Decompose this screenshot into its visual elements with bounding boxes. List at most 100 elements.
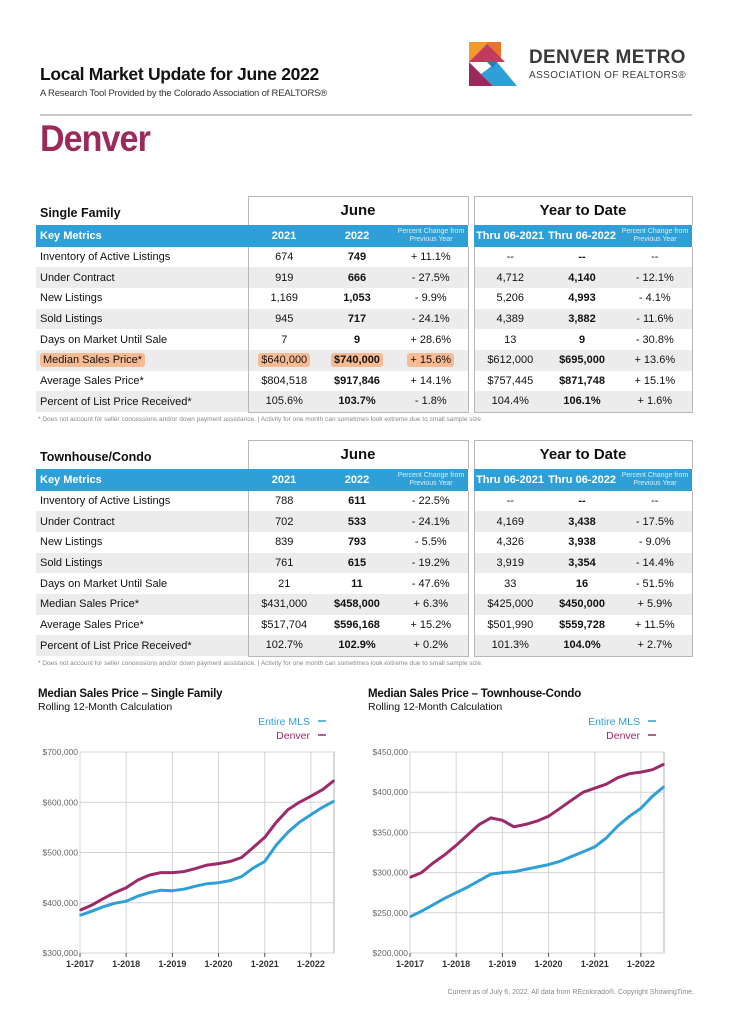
highlighted-value: Median Sales Price* [40, 353, 146, 368]
metric-value: + 2.7% [618, 635, 693, 657]
metric-label: Inventory of Active Listings [40, 250, 171, 263]
chart-townhouse: Median Sales Price – Townhouse-Condo Rol… [368, 688, 668, 978]
series-point [513, 825, 515, 828]
series-point [287, 831, 289, 834]
series-point [136, 879, 139, 881]
metric-value: 4,712 [473, 267, 547, 288]
metric-value: 788 [247, 490, 320, 512]
metric-value: $517,704 [247, 614, 320, 636]
metric-value: $695,000 [546, 349, 619, 371]
metric-value: 5,206 [473, 287, 547, 309]
series-point [113, 902, 116, 905]
series-point [524, 823, 527, 826]
table-row: Sold Listings 761 615- 19.2% 3,919 3,354- 14… [36, 552, 693, 574]
metric-value: $431,000 [247, 593, 320, 615]
series-point [194, 885, 197, 887]
metric-value: -- [473, 246, 547, 268]
townhouse-table: Townhouse/Condo June Year to Date Key Me… [36, 440, 693, 657]
column-header: Key Metrics [36, 468, 248, 491]
x-tick-label: 1-2020 [535, 959, 563, 969]
metric-value: + 0.2% [394, 635, 469, 657]
metric-value: 839 [247, 531, 320, 553]
metric-value: 9 [578, 333, 586, 346]
metric-value: + 11.5% [618, 614, 693, 636]
metric-value: 102.9% [320, 635, 394, 657]
footnote: * Does not account for seller concession… [38, 415, 483, 423]
chart-plot: $200,000 $250,000 $300,000 $350,000 $400,000… [373, 716, 665, 969]
data-credit: Current as of July 6, 2022. All data fro… [447, 989, 694, 996]
series-point [171, 889, 174, 892]
table-row: Median Sales Price* $431,000 $458,000 + 6.3… [36, 593, 693, 615]
series-point [547, 815, 550, 818]
series-point [663, 785, 665, 788]
metric-value: 611 [348, 494, 366, 507]
chart-single-family: Median Sales Price – Single Family Rolli… [38, 688, 338, 978]
series-point [102, 905, 104, 908]
series-point [263, 836, 266, 839]
metric-value: 7 [247, 329, 320, 350]
report-subtitle: A Research Tool Provided by the Colorado… [40, 88, 328, 99]
metric-value: 3,438 [546, 511, 619, 532]
metric-label: Percent of List Price Received* [36, 635, 248, 656]
series-point [536, 866, 538, 868]
legend-label: Entire MLS [588, 716, 640, 728]
metric-value: 104.4% [473, 391, 547, 413]
metric-label: Sold Listings [36, 552, 248, 574]
x-tick-label: 1-2017 [66, 959, 94, 969]
series-point [570, 855, 573, 858]
metric-value: $740,000 [320, 349, 394, 371]
series-point [432, 903, 434, 906]
metric-value: + 15.1% [618, 370, 693, 392]
series-point [252, 846, 254, 849]
series-point [333, 800, 335, 803]
townhouse-table-block: Townhouse/Condo June Year to Date Key Me… [36, 440, 693, 667]
series-point [559, 860, 561, 863]
column-header: Key Metrics [36, 224, 248, 247]
column-header: Thru 06-2022 [546, 224, 619, 247]
series-point [240, 856, 243, 859]
series-point [310, 814, 312, 816]
y-tick-label: $600,000 [43, 797, 79, 807]
chart-plot: $300,000 $400,000 $500,000 $600,000 $700,000… [43, 716, 335, 969]
metric-value: 105.6% [247, 391, 320, 413]
metric-value: - 5.5% [394, 531, 469, 553]
series-point [275, 844, 278, 846]
metric-value: $450,000 [546, 593, 619, 615]
column-header: 2022 [320, 468, 394, 491]
series-point [229, 879, 231, 882]
mountain-logo-icon [469, 42, 517, 86]
series-point [136, 895, 139, 898]
x-tick-label: 1-2019 [488, 959, 516, 969]
series-point [171, 871, 174, 874]
plot-area [409, 751, 665, 954]
metric-value: - 11.6% [618, 308, 693, 330]
metric-value: -- [578, 494, 586, 507]
table-row: Days on Market Until Sale 7 9 + 28.6% 13 9 - 3… [36, 329, 693, 350]
series-point [651, 768, 654, 771]
metric-value: - 19.2% [394, 552, 469, 574]
metric-value: + 13.6% [618, 349, 693, 371]
metric-value: -- [618, 246, 693, 268]
metric-value: - 9.0% [618, 531, 693, 553]
y-tick-label: $200,000 [373, 948, 409, 958]
metric-label: Average Sales Price* [40, 374, 144, 387]
metric-value: $917,846 [334, 374, 380, 387]
metric-value: 666 [320, 267, 394, 288]
series-point [640, 771, 642, 773]
column-header: Percent Change from Previous Year [394, 468, 469, 491]
metric-value: 793 [347, 536, 367, 549]
metric-value: - 22.5% [394, 490, 469, 512]
metric-label: Days on Market Until Sale [40, 333, 168, 346]
metric-value: 3,882 [546, 308, 619, 330]
chart-subtitle: Rolling 12-Month Calculation [368, 701, 503, 713]
series-point [478, 879, 481, 882]
highlighted-value: $740,000 [331, 353, 383, 368]
legend-label: Denver [606, 730, 640, 742]
series-point [443, 897, 446, 900]
column-header: Thru 06-2022 [546, 468, 619, 491]
series-point [455, 891, 457, 894]
table-row: Inventory of Active Listings 674 749 + 11.1… [36, 246, 693, 268]
group-title-month: June [247, 196, 469, 225]
series-point [605, 837, 608, 839]
series-point [628, 772, 631, 775]
